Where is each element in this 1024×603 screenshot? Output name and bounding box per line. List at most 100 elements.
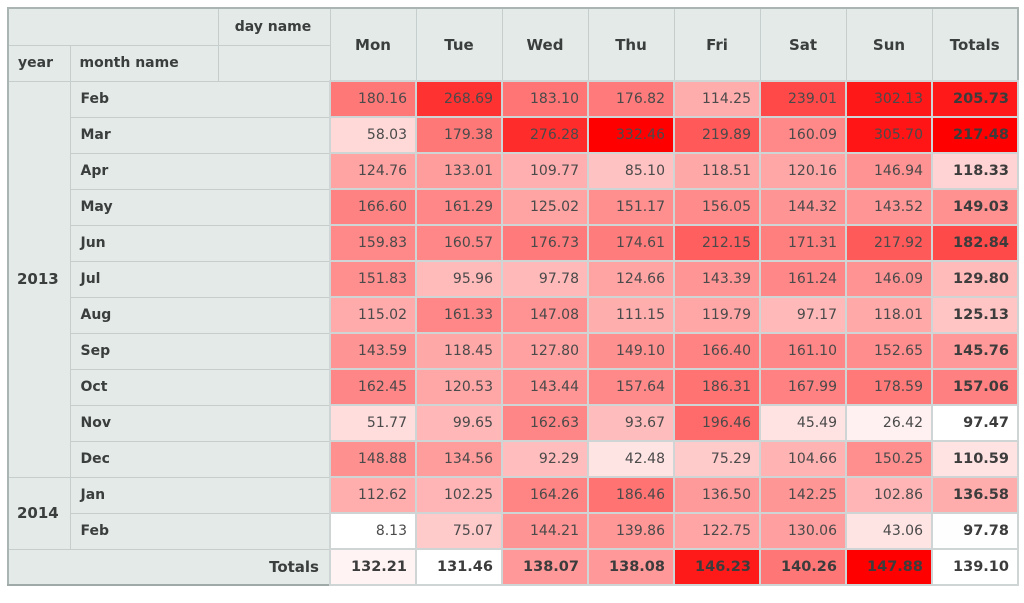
heat-cell: 212.15 <box>673 224 761 262</box>
heat-cell: 156.05 <box>673 188 761 226</box>
heat-cell: 92.29 <box>501 440 589 478</box>
heat-cell: 164.26 <box>501 476 589 514</box>
grand-total-cell: 139.10 <box>931 548 1019 586</box>
heat-cell: 134.56 <box>415 440 503 478</box>
data-row-2014-feb: Feb 8.13 75.07 144.21 139.86 122.75 130.06 43.0… <box>8 512 1019 550</box>
data-row-2013-nov: Nov 51.77 99.65 162.63 93.67 196.46 45.49 26.42… <box>8 404 1019 442</box>
heat-cell: 120.16 <box>759 152 847 190</box>
heat-cell: 115.02 <box>329 296 417 334</box>
heat-cell: 93.67 <box>587 404 675 442</box>
heat-cell: 146.09 <box>845 260 933 298</box>
heat-cell: 196.46 <box>673 404 761 442</box>
heat-cell: 118.51 <box>673 152 761 190</box>
heat-cell: 144.21 <box>501 512 589 550</box>
month-cell: Jul <box>69 260 331 298</box>
heat-cell: 58.03 <box>329 116 417 154</box>
heat-cell: 162.45 <box>329 368 417 406</box>
heat-cell: 143.44 <box>501 368 589 406</box>
col-total-cell: 140.26 <box>759 548 847 586</box>
row-total-cell: 149.03 <box>931 188 1019 226</box>
heat-cell: 180.16 <box>329 80 417 118</box>
heat-cell: 42.48 <box>587 440 675 478</box>
col-axis-name: day name <box>217 7 331 46</box>
heat-cell: 183.10 <box>501 80 589 118</box>
month-cell: Oct <box>69 368 331 406</box>
row-total-cell: 182.84 <box>931 224 1019 262</box>
pivot-body: 2013 Feb 180.16 268.69 183.10 176.82 114.25 239… <box>7 80 1019 586</box>
col-header-fri: Fri <box>673 7 761 82</box>
heat-cell: 160.09 <box>759 116 847 154</box>
heat-cell: 143.59 <box>329 332 417 370</box>
heat-cell: 124.76 <box>329 152 417 190</box>
heat-cell: 167.99 <box>759 368 847 406</box>
heat-cell: 166.40 <box>673 332 761 370</box>
heat-cell: 161.33 <box>415 296 503 334</box>
pivot-table: day name Mon Tue Wed Thu Fri Sat Sun Totals yea… <box>7 7 1019 586</box>
heat-cell: 147.08 <box>501 296 589 334</box>
heat-cell: 176.73 <box>501 224 589 262</box>
heat-cell: 45.49 <box>759 404 847 442</box>
heat-cell: 146.94 <box>845 152 933 190</box>
col-total-cell: 147.88 <box>845 548 933 586</box>
heat-cell: 26.42 <box>845 404 933 442</box>
col-total-cell: 146.23 <box>673 548 761 586</box>
month-cell: Dec <box>69 440 331 478</box>
heat-cell: 109.77 <box>501 152 589 190</box>
col-total-cell: 131.46 <box>415 548 503 586</box>
row-total-cell: 217.48 <box>931 116 1019 154</box>
heat-cell: 111.15 <box>587 296 675 334</box>
heat-cell: 186.31 <box>673 368 761 406</box>
month-cell: Mar <box>69 116 331 154</box>
row-total-cell: 145.76 <box>931 332 1019 370</box>
corner-cell <box>7 7 219 46</box>
heat-cell: 151.17 <box>587 188 675 226</box>
heat-cell: 112.62 <box>329 476 417 514</box>
row-axis-year-label: year <box>7 44 71 82</box>
heat-cell: 171.31 <box>759 224 847 262</box>
heat-cell: 119.79 <box>673 296 761 334</box>
data-row-2013-aug: Aug 115.02 161.33 147.08 111.15 119.79 97.17 11… <box>8 296 1019 334</box>
col-header-wed: Wed <box>501 7 589 82</box>
data-row-2013-apr: Apr 124.76 133.01 109.77 85.10 118.51 120.16 14… <box>8 152 1019 190</box>
heat-cell: 118.45 <box>415 332 503 370</box>
heat-cell: 130.06 <box>759 512 847 550</box>
month-cell: Feb <box>69 80 331 118</box>
month-cell: Jan <box>69 476 331 514</box>
heat-cell: 136.50 <box>673 476 761 514</box>
heat-cell: 239.01 <box>759 80 847 118</box>
data-row-2013-jun: Jun 159.83 160.57 176.73 174.61 212.15 171.31 2… <box>8 224 1019 262</box>
heat-cell: 133.01 <box>415 152 503 190</box>
heat-cell: 118.01 <box>845 296 933 334</box>
row-total-cell: 110.59 <box>931 440 1019 478</box>
row-total-cell: 157.06 <box>931 368 1019 406</box>
heat-cell: 143.39 <box>673 260 761 298</box>
heat-cell: 51.77 <box>329 404 417 442</box>
heat-cell: 149.10 <box>587 332 675 370</box>
heat-cell: 302.13 <box>845 80 933 118</box>
heat-cell: 268.69 <box>415 80 503 118</box>
heat-cell: 332.46 <box>587 116 675 154</box>
totals-row-label: Totals <box>7 548 331 586</box>
row-total-cell: 129.80 <box>931 260 1019 298</box>
heat-cell: 161.10 <box>759 332 847 370</box>
heat-cell: 125.02 <box>501 188 589 226</box>
heat-cell: 179.38 <box>415 116 503 154</box>
heat-cell: 219.89 <box>673 116 761 154</box>
heat-cell: 8.13 <box>329 512 417 550</box>
month-cell: Aug <box>69 296 331 334</box>
data-row-2013-dec: Dec 148.88 134.56 92.29 42.48 75.29 104.66 150.… <box>8 440 1019 478</box>
header-row-2: year month name <box>7 44 1018 82</box>
col-header-mon: Mon <box>329 7 417 82</box>
month-cell: Nov <box>69 404 331 442</box>
row-total-cell: 97.78 <box>931 512 1019 550</box>
heat-cell: 104.66 <box>759 440 847 478</box>
row-total-cell: 125.13 <box>931 296 1019 334</box>
heat-cell: 157.64 <box>587 368 675 406</box>
axis-spacer-cell <box>217 44 331 82</box>
heat-cell: 85.10 <box>587 152 675 190</box>
heat-cell: 148.88 <box>329 440 417 478</box>
data-row-2014-jan: 2014 Jan 112.62 102.25 164.26 186.46 136.50 142… <box>7 476 1019 550</box>
heat-cell: 75.29 <box>673 440 761 478</box>
heat-cell: 127.80 <box>501 332 589 370</box>
